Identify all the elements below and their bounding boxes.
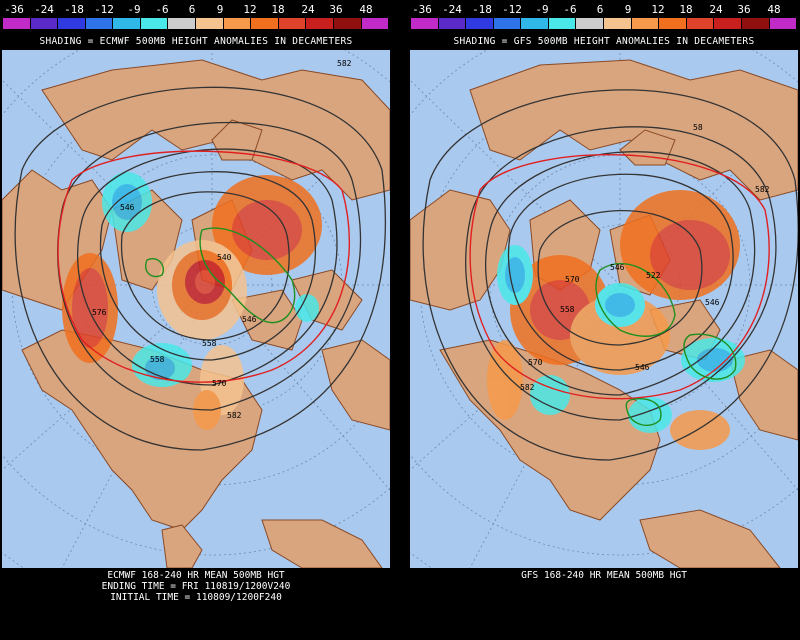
colorbar-swatch — [113, 18, 141, 29]
colorbar-swatch — [659, 18, 687, 29]
colorbar-label: -36 — [412, 3, 432, 16]
colorbar-swatch — [631, 18, 660, 29]
contour-label: 558 — [150, 355, 165, 364]
ecmwf-footer: ECMWF 168-240 HR MEAN 500MB HGT ENDING T… — [0, 570, 392, 603]
colorbar-swatch — [714, 18, 742, 29]
ecmwf-map: 582 540 546 558 576 570 582 558 546 — [2, 50, 390, 568]
colorbar-swatch — [769, 18, 798, 29]
anomaly-colorbar — [411, 18, 798, 29]
colorbar-swatch — [604, 18, 632, 29]
colorbar-swatch — [521, 18, 549, 29]
contour-label: 576 — [92, 308, 107, 317]
anomaly-colorbar — [3, 18, 390, 29]
colorbar-label: -6 — [155, 3, 169, 16]
colorbar-swatch — [196, 18, 224, 29]
colorbar-label: -24 — [442, 3, 462, 16]
contour-label: 546 — [635, 363, 650, 372]
colorbar-swatch — [493, 18, 522, 29]
contour-label: 540 — [217, 253, 232, 262]
colorbar-label: 6 — [188, 3, 196, 16]
colorbar-label: -18 — [64, 3, 84, 16]
colorbar-swatch — [411, 18, 439, 29]
colorbar-label: 12 — [243, 3, 257, 16]
colorbar-label: 9 — [624, 3, 632, 16]
colorbar-label: -6 — [563, 3, 577, 16]
colorbar-label: -24 — [34, 3, 54, 16]
contour-label: 582 — [227, 411, 242, 420]
contour-label: 58 — [693, 123, 703, 132]
colorbar-swatch — [686, 18, 715, 29]
colorbar-label: 36 — [329, 3, 343, 16]
colorbar-swatch — [278, 18, 307, 29]
colorbar-swatch — [548, 18, 577, 29]
contour-label: 546 — [120, 203, 135, 212]
colorbar-label: 18 — [271, 3, 285, 16]
colorbar-label: -9 — [535, 3, 549, 16]
colorbar-label: 48 — [767, 3, 781, 16]
gfs-panel: -36 -24 -18 -12 -9 -6 6 9 12 18 24 36 48… — [408, 0, 800, 640]
shading-caption: SHADING = ECMWF 500MB HEIGHT ANOMALIES I… — [39, 36, 353, 47]
colorbar-label: -9 — [127, 3, 141, 16]
contour-label: 558 — [202, 339, 217, 348]
colorbar-swatch — [30, 18, 59, 29]
colorbar-label: 36 — [737, 3, 751, 16]
colorbar-swatch — [741, 18, 770, 29]
contour-label: 546 — [705, 298, 720, 307]
colorbar-swatch — [438, 18, 467, 29]
colorbar-label: 24 — [709, 3, 723, 16]
colorbar-swatch — [168, 18, 197, 29]
gfs-map: 58 570 546 522 546 558 570 582 546 582 — [410, 50, 798, 568]
colorbar-swatch — [333, 18, 362, 29]
colorbar-swatch — [223, 18, 252, 29]
contour-label: 582 — [520, 383, 535, 392]
colorbar-label: -36 — [4, 3, 24, 16]
colorbar-swatch — [58, 18, 86, 29]
footer-line: ECMWF 168-240 HR MEAN 500MB HGT — [107, 570, 285, 581]
colorbar-swatch — [361, 18, 390, 29]
colorbar-label: 18 — [679, 3, 693, 16]
contour-label: 546 — [610, 263, 625, 272]
footer-line: ENDING TIME = FRI 110819/1200V240 — [101, 581, 291, 592]
footer-line: GFS 168-240 HR MEAN 500MB HGT — [521, 570, 687, 581]
colorbar-label: 9 — [216, 3, 224, 16]
contour-label: 546 — [242, 315, 257, 324]
gfs-footer: GFS 168-240 HR MEAN 500MB HGT — [408, 570, 800, 581]
contour-label: 582 — [337, 59, 352, 68]
colorbar-swatch — [576, 18, 605, 29]
colorbar-labels: -36 -24 -18 -12 -9 -6 6 9 12 18 24 36 48 — [0, 3, 392, 17]
colorbar-label: -12 — [94, 3, 114, 16]
contour-label: 570 — [565, 275, 580, 284]
colorbar-label: -12 — [502, 3, 522, 16]
contour-label: 570 — [528, 358, 543, 367]
colorbar-label: -18 — [472, 3, 492, 16]
colorbar-swatch — [251, 18, 279, 29]
colorbar-swatch — [85, 18, 114, 29]
colorbar-swatch — [466, 18, 494, 29]
colorbar-label: 24 — [301, 3, 315, 16]
colorbar-swatch — [3, 18, 31, 29]
colorbar-label: 48 — [359, 3, 373, 16]
colorbar-swatch — [306, 18, 334, 29]
colorbar-swatch — [140, 18, 169, 29]
colorbar-label: 6 — [596, 3, 604, 16]
contour-label: 582 — [755, 185, 770, 194]
panel-divider — [392, 0, 408, 640]
contour-label: 570 — [212, 379, 227, 388]
colorbar-labels: -36 -24 -18 -12 -9 -6 6 9 12 18 24 36 48 — [408, 3, 800, 17]
footer-line: INITIAL TIME = 110809/1200F240 — [110, 592, 282, 603]
contour-label: 522 — [646, 271, 661, 280]
ecmwf-panel: -36 -24 -18 -12 -9 -6 6 9 12 18 24 36 48… — [0, 0, 392, 640]
contour-label: 558 — [560, 305, 575, 314]
shading-caption: SHADING = GFS 500MB HEIGHT ANOMALIES IN … — [453, 36, 755, 47]
colorbar-label: 12 — [651, 3, 665, 16]
